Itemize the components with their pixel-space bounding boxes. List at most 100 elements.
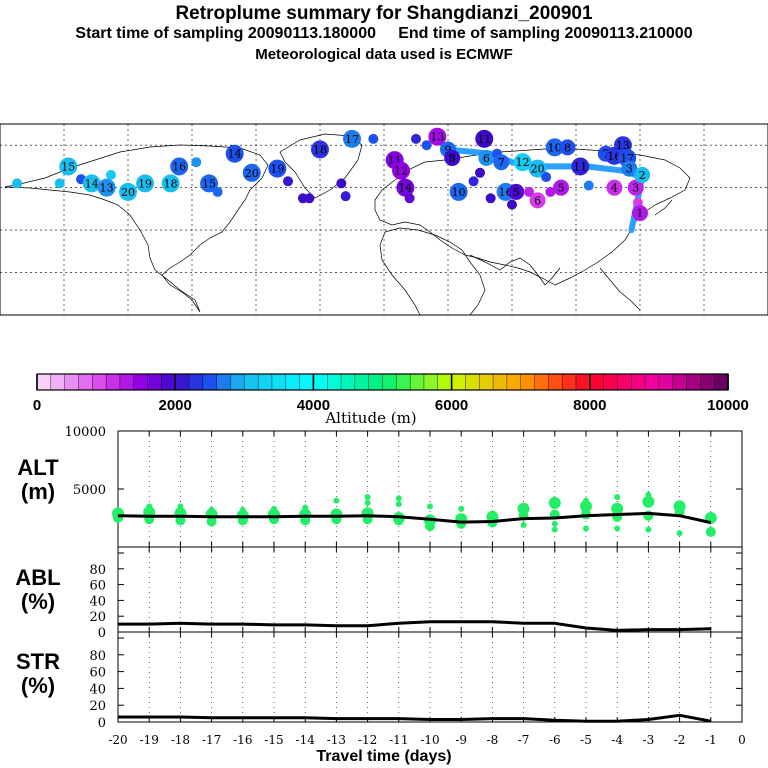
alt-scatter-point — [645, 491, 652, 498]
x-tick-label: -6 — [549, 733, 561, 747]
alt-scatter-point — [489, 510, 496, 517]
plume-marker-label: 3 — [632, 182, 639, 195]
y-tick-label: 80 — [89, 649, 106, 664]
plume-marker — [493, 154, 510, 171]
x-tick-label: -8 — [487, 733, 499, 747]
plume-marker — [119, 182, 137, 201]
colorbar-bin — [161, 373, 176, 391]
plume-marker — [508, 183, 525, 200]
plume-marker-label: 13 — [100, 182, 114, 195]
alt-scatter-point — [425, 521, 435, 532]
colorbar-tick-label: 6000 — [435, 397, 468, 414]
plume-marker — [311, 140, 329, 159]
colorbar-bin — [506, 373, 522, 391]
alt-scatter-point — [583, 497, 589, 504]
colorbar-bin — [257, 373, 273, 391]
colorbar-title: Altitude (m) — [324, 409, 416, 427]
plume-marker — [478, 149, 495, 166]
colorbar-bin — [285, 373, 301, 391]
colorbar-bin — [423, 373, 439, 391]
plume-marker-label: 13 — [616, 139, 630, 152]
plume-marker — [513, 153, 532, 172]
plume-marker-label: 18 — [313, 143, 327, 156]
y-tick-label: 20 — [89, 699, 106, 714]
plume-marker-label: 12 — [394, 165, 408, 178]
plume-marker-label: 11 — [573, 160, 587, 173]
alt-scatter-point — [642, 495, 655, 508]
plume-marker — [54, 178, 65, 189]
x-tick-label: -13 — [327, 733, 346, 747]
colorbar-bin — [658, 373, 674, 391]
plume-marker — [396, 178, 415, 197]
colorbar-bin — [672, 373, 688, 391]
alt-scatter-point — [427, 503, 433, 510]
panel-frame — [117, 546, 743, 633]
plume-marker-label: 14 — [85, 177, 99, 190]
plume-marker-label: 2 — [639, 169, 646, 182]
plume-marker-label: 7 — [498, 156, 505, 169]
x-tick-label: -14 — [296, 733, 316, 747]
colorbar-bin — [451, 373, 467, 391]
alt-scatter-point — [364, 499, 371, 506]
plume-marker-label: 3 — [626, 163, 633, 176]
met-data-line: Meteorological data used is ECMWF — [255, 46, 513, 63]
plume-marker — [404, 193, 415, 204]
alt-scatter-point — [177, 503, 184, 510]
abl-unit: (%) — [20, 589, 56, 614]
colorbar-bin — [340, 373, 356, 391]
panel-line-alt — [117, 511, 712, 525]
alt-label: ALT — [17, 455, 59, 480]
coastline-greenland — [279, 133, 363, 199]
plume-marker — [634, 166, 651, 183]
plume-marker — [12, 178, 23, 189]
plume-marker — [242, 163, 261, 182]
colorbar-bin — [520, 373, 536, 391]
plume-marker — [421, 140, 432, 151]
panel-line-abl — [118, 620, 711, 632]
plume-marker — [200, 174, 219, 193]
str-panel-label: STR (%) — [3, 650, 73, 698]
colorbar-bin — [147, 373, 163, 391]
colorbar-tick-label: 0 — [33, 397, 41, 414]
x-tick-label: -16 — [233, 733, 252, 747]
plume-marker — [82, 174, 101, 193]
y-tick-label: 60 — [89, 579, 106, 594]
plume-marker — [336, 178, 347, 189]
colorbar-bin — [409, 373, 425, 391]
alt-scatter-point — [580, 500, 592, 513]
alt-scatter-point — [458, 505, 465, 512]
x-tick-label: 0 — [738, 733, 746, 747]
alt-scatter-point — [645, 526, 652, 533]
plume-marker-label: 19 — [138, 177, 152, 190]
colorbar-bin — [713, 373, 729, 391]
plume-marker — [343, 129, 361, 148]
alt-scatter-point — [302, 504, 309, 511]
plume-marker-label: 16 — [172, 160, 186, 173]
colorbar-bin — [354, 373, 370, 391]
x-tick-label: -11 — [389, 733, 408, 747]
plume-marker-label: 13 — [430, 131, 444, 144]
colorbar-bin — [589, 373, 605, 391]
plume-marker-label: 4 — [611, 182, 618, 195]
plume-marker — [268, 159, 287, 178]
sampling-time-line: Start time of sampling 20090113.180000 E… — [75, 25, 693, 42]
x-tick-label: -7 — [518, 733, 530, 747]
x-tick-label: -17 — [202, 733, 221, 747]
y-tick-label: 80 — [89, 563, 106, 578]
y-tick-label: 40 — [89, 682, 106, 697]
alt-scatter-point — [395, 501, 402, 508]
plume-marker-label: 20 — [121, 186, 135, 199]
plume-marker — [212, 186, 223, 197]
colorbar-bin — [244, 373, 259, 391]
altitude-colorbar: 0 2000 4000 6000 8000 10000 Altitude (m) — [33, 373, 749, 427]
colorbar-bin — [133, 373, 149, 391]
colorbar-bin — [188, 373, 204, 391]
colorbar-tick-label: 2000 — [159, 397, 192, 414]
alt-scatter-point — [614, 525, 621, 532]
abl-panel-label: ABL (%) — [3, 566, 73, 614]
